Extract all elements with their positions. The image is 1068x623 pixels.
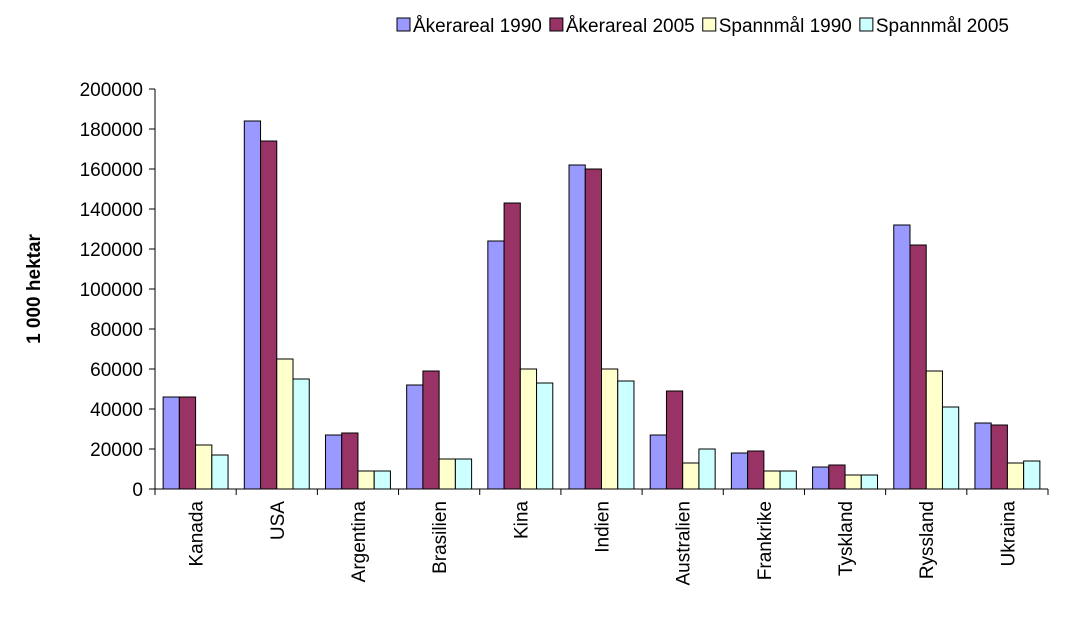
bar <box>990 424 1008 490</box>
bar <box>292 378 310 490</box>
x-tick-label: Frankrike <box>755 501 776 580</box>
x-tick-label: Australien <box>674 501 695 586</box>
bar <box>260 140 278 490</box>
legend-swatch <box>396 17 411 32</box>
bar <box>617 380 635 490</box>
y-tick-label: 80000 <box>90 320 143 341</box>
bar <box>941 406 960 490</box>
bar <box>536 382 554 490</box>
bar <box>1006 462 1025 490</box>
legend-label: Spannmål 1990 <box>719 16 852 37</box>
y-axis-label: 1 000 hektar <box>24 233 45 343</box>
bar <box>747 450 765 490</box>
bar <box>178 396 197 490</box>
bar <box>162 396 180 490</box>
x-tick-label: Ukraina <box>998 501 1019 567</box>
bar <box>893 224 911 490</box>
legend-label: Åkerareal 1990 <box>413 16 542 37</box>
bar <box>925 370 943 490</box>
bar <box>324 434 343 490</box>
bar <box>844 474 862 490</box>
y-tick-label: 160000 <box>80 160 143 181</box>
bar <box>601 368 619 490</box>
x-tick-label: Kanada <box>187 501 208 567</box>
bar <box>828 464 846 490</box>
bar <box>974 422 992 490</box>
bar <box>406 384 424 490</box>
x-tick-label: Tyskland <box>836 501 857 576</box>
bar <box>438 458 456 490</box>
bar <box>243 120 262 490</box>
bar <box>763 470 781 490</box>
x-tick-label: Kina <box>511 501 532 539</box>
x-tick-label: Indien <box>593 501 614 553</box>
y-tick-label: 140000 <box>80 200 143 221</box>
bar <box>341 432 359 490</box>
y-tick-label: 60000 <box>90 360 143 381</box>
bar <box>698 448 716 490</box>
bar <box>682 462 700 490</box>
bar <box>568 164 586 490</box>
bar <box>584 168 602 490</box>
y-tick-label: 200000 <box>80 80 143 101</box>
bar <box>665 390 684 490</box>
bar <box>519 368 538 490</box>
bar <box>503 202 521 490</box>
y-tick-label: 180000 <box>80 120 143 141</box>
legend-label: Åkerareal 2005 <box>566 16 695 37</box>
bar <box>909 244 927 490</box>
bar <box>454 458 473 490</box>
y-tick-label: 0 <box>132 480 143 501</box>
legend-label: Spannmål 2005 <box>876 16 1009 37</box>
bar <box>276 358 294 490</box>
bar <box>812 466 830 490</box>
bar <box>357 470 375 490</box>
bar <box>487 240 505 490</box>
bar <box>373 470 391 490</box>
bar <box>422 370 440 490</box>
bar <box>730 452 749 490</box>
legend-swatch <box>859 17 874 32</box>
x-tick-label: USA <box>268 501 289 540</box>
x-tick-label: Argentina <box>349 501 370 583</box>
y-tick-label: 40000 <box>90 400 143 421</box>
y-tick-label: 120000 <box>80 240 143 261</box>
y-tick-label: 20000 <box>90 440 143 461</box>
bar <box>1023 460 1041 490</box>
legend-swatch <box>549 17 564 32</box>
x-tick-label: Brasilien <box>430 501 451 574</box>
bar <box>211 454 229 490</box>
bar <box>195 444 213 490</box>
bar <box>779 470 797 490</box>
bar <box>649 434 667 490</box>
y-tick-label: 100000 <box>80 280 143 301</box>
x-tick-label: Ryssland <box>917 501 938 579</box>
legend-swatch <box>702 17 717 32</box>
bar <box>860 474 879 490</box>
